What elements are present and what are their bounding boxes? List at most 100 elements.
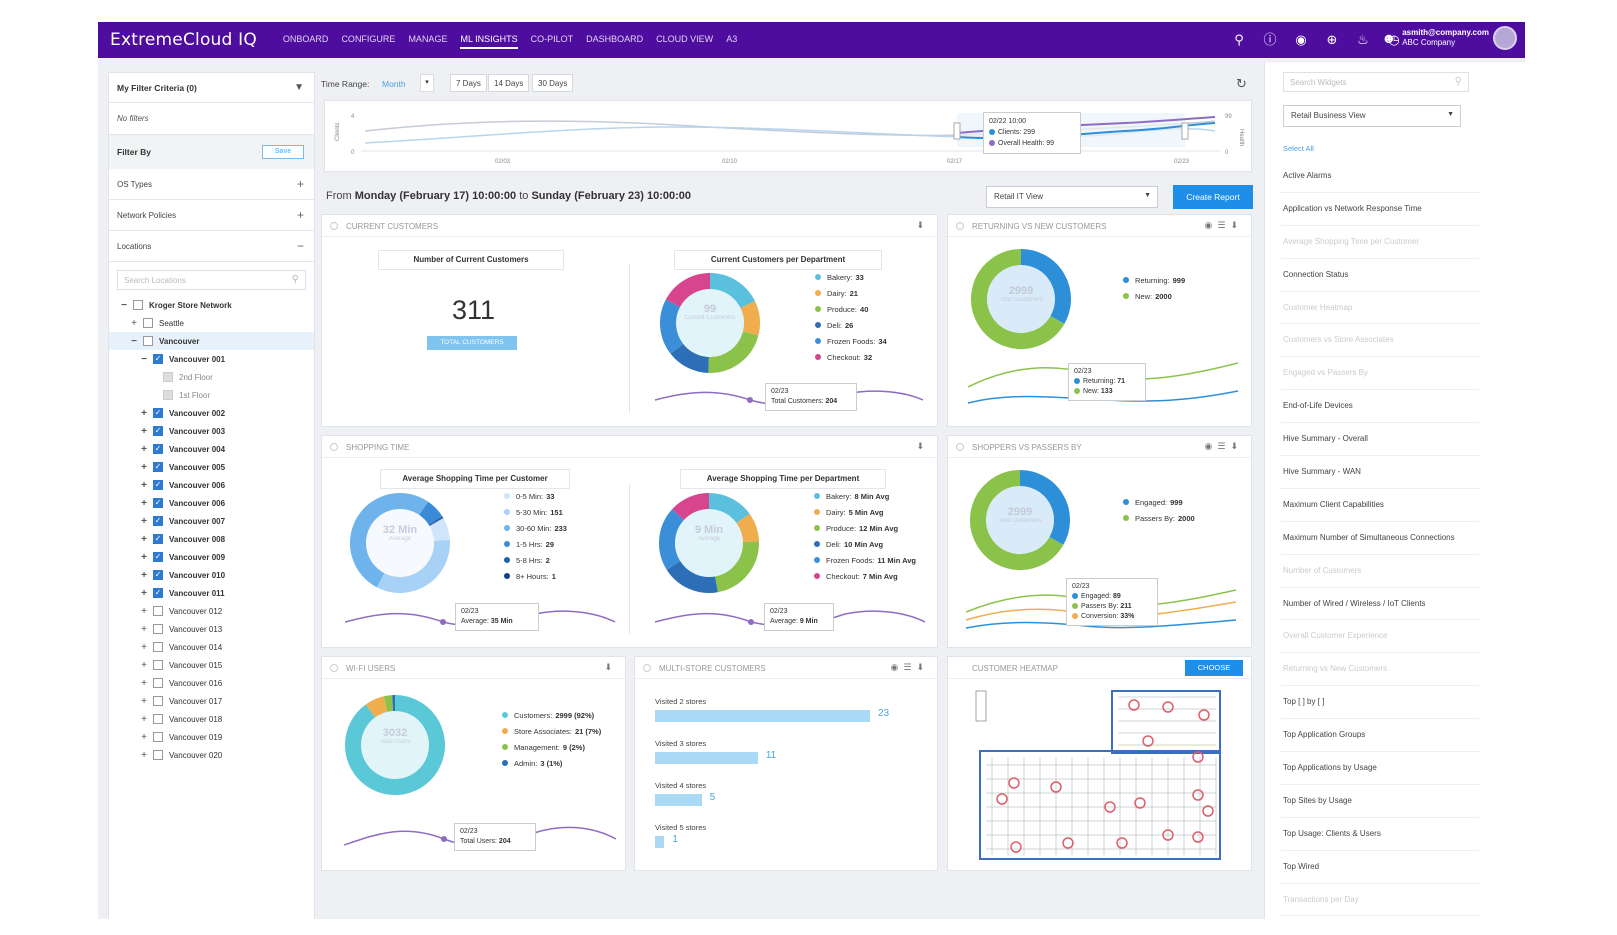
nav-item-dashboard[interactable]: DASHBOARD xyxy=(586,34,644,44)
shopping-time-donut[interactable] xyxy=(345,488,455,598)
donut-segment[interactable] xyxy=(971,249,1065,349)
tree-checkbox[interactable]: ✓ xyxy=(153,588,163,598)
user-menu[interactable]: ☻ asmith@company.com ABC Company xyxy=(1381,26,1517,50)
tree-checkbox[interactable]: ✓ xyxy=(153,516,163,526)
nav-item-co-pilot[interactable]: CO-PILOT xyxy=(530,34,574,44)
timeline-chart[interactable]: Clients Health 4 0 99 0 02/03 02/10 02/1… xyxy=(324,100,1252,172)
donut-segment[interactable] xyxy=(659,509,685,570)
tree-checkbox[interactable]: ✓ xyxy=(153,408,163,418)
tree-node[interactable]: + ✓ Vancouver 005 xyxy=(109,458,314,476)
tree-node[interactable]: + ✓ Vancouver 003 xyxy=(109,422,314,440)
donut-segment[interactable] xyxy=(740,300,760,336)
tree-checkbox[interactable]: ✓ xyxy=(153,462,163,472)
tree-checkbox[interactable] xyxy=(163,390,173,400)
widget-list-item[interactable]: Maximum Client Capabilities xyxy=(1281,489,1479,522)
donut-segment[interactable] xyxy=(383,695,394,712)
tree-node[interactable]: + ✓ Vancouver 006 xyxy=(109,476,314,494)
donut-segment[interactable] xyxy=(736,513,759,543)
tree-checkbox[interactable] xyxy=(153,660,163,670)
collapse-icon[interactable]: − xyxy=(296,239,304,253)
expand-icon[interactable]: + xyxy=(141,497,147,509)
bar[interactable] xyxy=(655,836,665,848)
widget-list-item[interactable]: Number of Wired / Wireless / IoT Clients xyxy=(1281,588,1479,621)
expand-icon[interactable]: + xyxy=(141,623,147,635)
expand-icon[interactable]: + xyxy=(141,641,147,653)
widget-list-item[interactable]: Hive Summary - WAN xyxy=(1281,456,1479,489)
donut-segment[interactable] xyxy=(666,560,718,593)
nav-item-ml-insights[interactable]: ML INSIGHTS xyxy=(460,31,518,49)
widget-list-item[interactable]: Customer Heatmap xyxy=(1281,292,1479,325)
tree-node[interactable]: + Vancouver 020 xyxy=(109,746,314,764)
bar[interactable] xyxy=(655,794,702,806)
donut-segment[interactable] xyxy=(418,501,443,526)
tree-checkbox[interactable] xyxy=(143,318,153,328)
widget-list-item[interactable]: Top [ ] by [ ] xyxy=(1281,686,1479,720)
expand-icon[interactable]: + xyxy=(131,317,137,329)
donut-segment[interactable] xyxy=(708,493,750,524)
tree-checkbox[interactable] xyxy=(153,732,163,742)
collapse-icon[interactable]: − xyxy=(131,335,137,347)
expand-icon[interactable]: + xyxy=(141,731,147,743)
section-os-types[interactable]: OS Types + xyxy=(109,169,314,200)
donut-segment[interactable] xyxy=(1019,470,1070,545)
brush-handle-left[interactable] xyxy=(953,122,961,140)
tree-node[interactable]: + ✓ Vancouver 008 xyxy=(109,530,314,548)
bar[interactable] xyxy=(655,710,870,722)
tree-node[interactable]: 1st Floor xyxy=(109,386,314,404)
tree-node[interactable]: + ✓ Vancouver 011 xyxy=(109,584,314,602)
donut-segment[interactable] xyxy=(345,695,445,795)
donut-segment[interactable] xyxy=(714,541,759,593)
tree-node[interactable]: − Kroger Store Network xyxy=(109,296,314,314)
expand-icon[interactable]: + xyxy=(141,677,147,689)
bell-icon[interactable]: ♨ xyxy=(1357,32,1369,47)
tree-node[interactable]: + Vancouver 014 xyxy=(109,638,314,656)
tree-node[interactable]: + ✓ Vancouver 004 xyxy=(109,440,314,458)
expand-icon[interactable]: + xyxy=(141,425,147,437)
customers-dept-donut[interactable] xyxy=(655,268,765,378)
add-icon[interactable]: ⊕ xyxy=(1326,32,1338,47)
section-network-policies[interactable]: Network Policies + xyxy=(109,200,314,231)
tree-checkbox[interactable] xyxy=(153,696,163,706)
widget-list-item[interactable]: Average Shopping Time per Customer xyxy=(1281,226,1479,259)
donut-segment[interactable] xyxy=(365,696,388,718)
time-range-select[interactable]: Month xyxy=(382,79,406,89)
download-icon[interactable]: ⬇ xyxy=(916,441,929,451)
download-icon[interactable]: ⬇ xyxy=(604,662,617,672)
expand-icon[interactable]: + xyxy=(141,515,147,527)
expand-icon[interactable]: + xyxy=(141,659,147,671)
expand-icon[interactable]: + xyxy=(141,569,147,581)
expand-icon[interactable]: + xyxy=(141,461,147,473)
heatmap-floorplan[interactable] xyxy=(972,687,1228,865)
widget-list-item[interactable]: Number of Customers xyxy=(1281,555,1479,588)
tree-checkbox[interactable] xyxy=(153,714,163,724)
widget-list-item[interactable]: Transactions per Day xyxy=(1281,884,1479,917)
shopping-dept-donut[interactable] xyxy=(654,488,764,598)
widget-list-item[interactable]: Overall Customer Experience xyxy=(1281,620,1479,654)
widget-list-item[interactable]: Connection Status xyxy=(1281,259,1479,292)
expand-icon[interactable]: + xyxy=(141,407,147,419)
tree-checkbox[interactable]: ✓ xyxy=(153,534,163,544)
download-icon[interactable]: ⬇ xyxy=(916,220,929,230)
tree-node[interactable]: + Vancouver 016 xyxy=(109,674,314,692)
tree-node[interactable]: + ✓ Vancouver 006 xyxy=(109,494,314,512)
nav-item-manage[interactable]: MANAGE xyxy=(408,34,448,44)
tree-checkbox[interactable] xyxy=(143,336,153,346)
expand-icon[interactable]: + xyxy=(141,695,147,707)
donut-segment[interactable] xyxy=(350,493,429,588)
search-widgets-input[interactable]: Search Widgets ⚲ xyxy=(1283,72,1469,92)
widget-list-item[interactable]: Top Sites by Usage xyxy=(1281,785,1479,818)
donut-segment[interactable] xyxy=(660,299,684,354)
widget-list-item[interactable]: Engaged vs Passers By xyxy=(1281,357,1479,391)
nav-item-configure[interactable]: CONFIGURE xyxy=(341,34,396,44)
section-locations[interactable]: Locations − xyxy=(109,231,314,262)
tree-checkbox[interactable]: ✓ xyxy=(153,552,163,562)
tree-node[interactable]: + Vancouver 015 xyxy=(109,656,314,674)
range-30-days-button[interactable]: 30 Days xyxy=(532,74,574,92)
donut-segment[interactable] xyxy=(970,470,1064,570)
expand-icon[interactable]: + xyxy=(141,479,147,491)
range-14-days-button[interactable]: 14 Days xyxy=(488,74,530,92)
shoppers-donut[interactable] xyxy=(966,466,1074,574)
widget-list-item[interactable]: End-of-Life Devices xyxy=(1281,390,1479,424)
tree-checkbox[interactable]: ✓ xyxy=(153,426,163,436)
tree-node[interactable]: + Vancouver 017 xyxy=(109,692,314,710)
